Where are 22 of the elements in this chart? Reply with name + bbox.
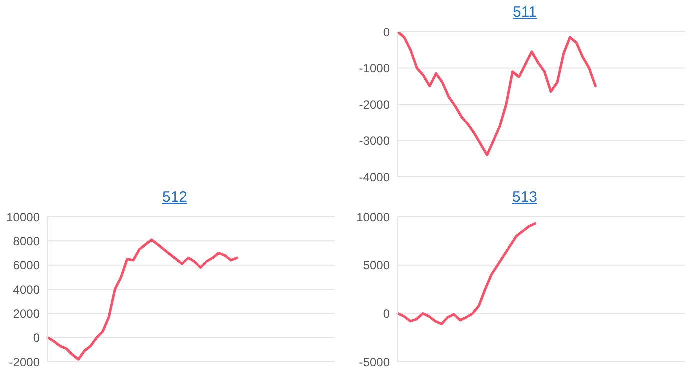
y-tick-label: 0 [383, 25, 390, 40]
line-series [396, 32, 597, 156]
y-tick-label: -1000 [359, 62, 390, 76]
y-tick-label: 5000 [363, 258, 390, 273]
line-series [396, 222, 537, 326]
y-tick-label: 8000 [13, 234, 40, 248]
y-tick-label: 10000 [6, 210, 40, 224]
y-tick-label: -4000 [359, 170, 390, 184]
line-series [46, 238, 239, 361]
y-tick-label: 0 [383, 306, 390, 321]
chart-title: 511 [513, 4, 537, 21]
y-tick-label: -3000 [359, 134, 390, 148]
y-tick-label: -5000 [359, 355, 390, 368]
y-tick-label: 2000 [13, 306, 40, 321]
y-tick-label: -2000 [359, 98, 390, 112]
y-tick-label: 10000 [356, 210, 390, 224]
y-tick-label: 0 [33, 331, 40, 346]
chart-title: 513 [512, 189, 538, 206]
chart-title: 512 [162, 189, 188, 206]
y-tick-label: -2000 [9, 355, 40, 368]
y-tick-label: 4000 [13, 282, 40, 297]
y-tick-label: 6000 [13, 258, 40, 273]
